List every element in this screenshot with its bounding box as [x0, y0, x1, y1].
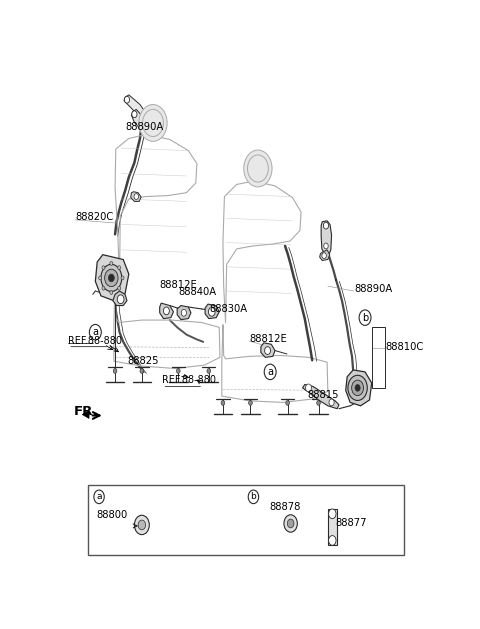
Text: FR.: FR.: [74, 405, 99, 418]
Polygon shape: [113, 291, 127, 306]
Text: 88820C: 88820C: [75, 212, 113, 222]
Circle shape: [110, 262, 113, 265]
Circle shape: [305, 384, 312, 392]
Polygon shape: [132, 109, 156, 138]
Text: REF.88-880: REF.88-880: [162, 376, 216, 386]
Circle shape: [124, 96, 130, 103]
Circle shape: [317, 401, 321, 405]
Circle shape: [329, 509, 336, 519]
Text: b: b: [251, 493, 256, 501]
Circle shape: [207, 369, 211, 374]
Polygon shape: [320, 250, 330, 260]
Circle shape: [134, 515, 149, 535]
Circle shape: [329, 399, 334, 406]
Circle shape: [322, 253, 326, 259]
Circle shape: [348, 376, 367, 401]
Circle shape: [139, 104, 167, 142]
Circle shape: [117, 295, 124, 304]
Polygon shape: [177, 306, 191, 320]
Text: 88840A: 88840A: [178, 287, 216, 297]
Text: 88810C: 88810C: [385, 342, 423, 352]
Circle shape: [163, 307, 169, 314]
Text: 88878: 88878: [269, 503, 300, 513]
Text: 88812E: 88812E: [249, 334, 287, 344]
Circle shape: [113, 369, 117, 374]
Text: 88825: 88825: [128, 356, 159, 366]
Polygon shape: [261, 343, 275, 357]
Text: REF.88-880: REF.88-880: [68, 336, 122, 346]
Text: 88890A: 88890A: [125, 121, 163, 131]
Circle shape: [249, 401, 252, 405]
Bar: [328, 509, 337, 545]
Circle shape: [150, 130, 155, 135]
Text: b: b: [362, 313, 368, 323]
Circle shape: [121, 276, 124, 280]
Text: a: a: [267, 367, 273, 377]
Polygon shape: [160, 303, 173, 319]
Circle shape: [324, 243, 328, 249]
Polygon shape: [131, 192, 141, 201]
Bar: [372, 327, 385, 388]
Circle shape: [288, 519, 294, 528]
Bar: [88, 485, 404, 555]
Circle shape: [264, 347, 271, 355]
Text: 88890A: 88890A: [354, 284, 392, 294]
Polygon shape: [205, 304, 219, 319]
Circle shape: [105, 269, 118, 287]
Circle shape: [132, 111, 137, 118]
Circle shape: [108, 274, 114, 282]
Circle shape: [221, 401, 225, 405]
Circle shape: [140, 369, 144, 374]
Text: 88877: 88877: [335, 518, 367, 528]
Circle shape: [118, 286, 120, 290]
Circle shape: [138, 520, 145, 530]
Circle shape: [284, 515, 297, 532]
Circle shape: [352, 380, 363, 396]
Circle shape: [355, 384, 360, 391]
Circle shape: [286, 401, 289, 405]
Circle shape: [177, 369, 180, 374]
Text: 88815: 88815: [308, 391, 339, 401]
Polygon shape: [83, 411, 89, 418]
Circle shape: [101, 264, 122, 291]
Circle shape: [102, 265, 105, 270]
Polygon shape: [96, 255, 129, 301]
Text: 88830A: 88830A: [210, 304, 248, 314]
Text: 88812E: 88812E: [160, 279, 197, 289]
Polygon shape: [321, 221, 332, 255]
Polygon shape: [346, 370, 372, 406]
Text: a: a: [96, 493, 102, 501]
Circle shape: [244, 150, 272, 187]
Circle shape: [118, 265, 120, 270]
Circle shape: [99, 276, 102, 280]
Circle shape: [134, 194, 139, 199]
Polygon shape: [124, 95, 151, 125]
Text: 88800: 88800: [96, 510, 128, 520]
Circle shape: [102, 286, 105, 290]
Circle shape: [110, 291, 113, 294]
Text: a: a: [92, 327, 98, 337]
Polygon shape: [302, 384, 339, 409]
Circle shape: [143, 114, 148, 121]
Circle shape: [208, 308, 215, 316]
Circle shape: [329, 536, 336, 545]
Circle shape: [324, 222, 329, 229]
Circle shape: [181, 309, 186, 316]
